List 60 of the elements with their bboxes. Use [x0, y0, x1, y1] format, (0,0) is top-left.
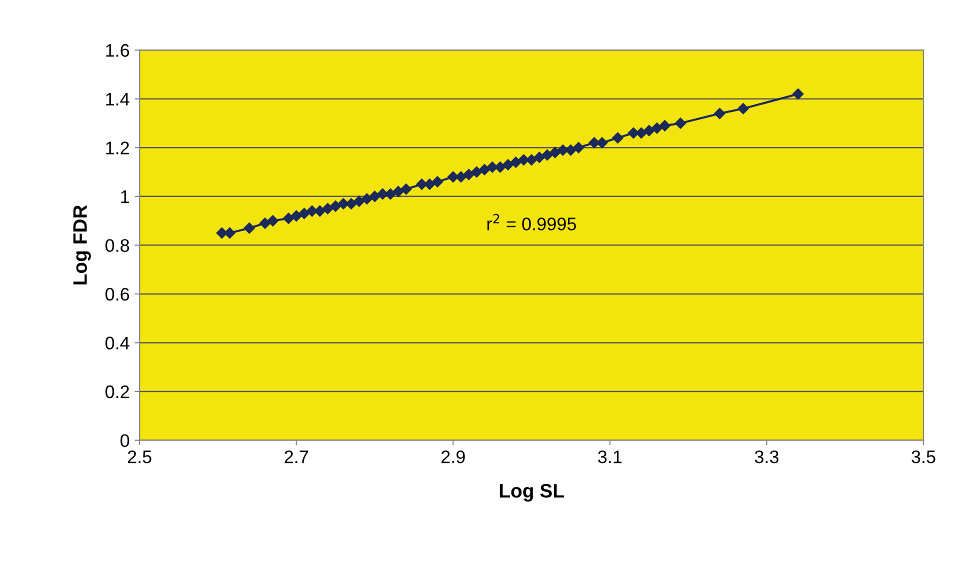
- point: [224, 227, 236, 239]
- point: [549, 146, 561, 158]
- point: [361, 193, 373, 204]
- y-tick-label: 0.6: [105, 288, 130, 301]
- x-tick-label: 3.1: [598, 450, 622, 464]
- point: [298, 208, 310, 220]
- point: [432, 176, 444, 188]
- point: [322, 203, 334, 214]
- point: [346, 198, 357, 210]
- point: [502, 159, 514, 170]
- point: [244, 222, 255, 234]
- point: [267, 215, 278, 226]
- point: [542, 149, 553, 161]
- point: [651, 122, 663, 134]
- y-axis-title: Log FDR: [73, 205, 91, 284]
- point: [612, 132, 624, 144]
- point: [518, 154, 530, 166]
- point: [534, 152, 545, 164]
- y-tick-label: 1.6: [106, 44, 130, 57]
- point: [369, 190, 380, 202]
- point: [565, 144, 576, 156]
- point: [636, 127, 647, 139]
- x-tick-label: 2.7: [284, 450, 308, 464]
- x-axis-title: Log SL: [500, 484, 564, 502]
- y-tick-label: 0.8: [105, 239, 130, 252]
- x-tick-label: 2.9: [442, 450, 465, 464]
- point: [572, 142, 584, 154]
- point: [448, 171, 459, 183]
- x-tick-label: 2.5: [128, 450, 152, 464]
- point: [392, 186, 404, 198]
- point: [290, 210, 302, 222]
- point: [400, 183, 412, 195]
- point: [557, 144, 568, 156]
- annotation: r$^{2}$ = 0.9995: [487, 214, 576, 230]
- point: [738, 103, 749, 114]
- point: [792, 88, 804, 100]
- point: [259, 218, 271, 229]
- y-tick-label: 1.2: [106, 142, 129, 154]
- y-tick-label: 0: [120, 434, 130, 447]
- x-tick-label: 3.3: [754, 450, 778, 464]
- point: [510, 156, 522, 168]
- y-tick-label: 0.4: [105, 336, 130, 350]
- point: [659, 120, 670, 132]
- point: [478, 164, 490, 176]
- point: [463, 168, 474, 180]
- y-tick-label: 1: [121, 190, 129, 203]
- point: [353, 196, 365, 207]
- point: [471, 166, 482, 178]
- point: [424, 178, 436, 190]
- point: [330, 200, 342, 212]
- point: [714, 108, 726, 120]
- y-tick-label: 0.2: [105, 385, 129, 398]
- point: [338, 198, 349, 210]
- point: [486, 162, 498, 173]
- point: [644, 124, 655, 136]
- point: [674, 118, 686, 129]
- y-tick-label: 1.4: [106, 93, 130, 106]
- point: [282, 212, 294, 224]
- point: [494, 162, 506, 173]
- x-tick-label: 3.5: [912, 450, 936, 464]
